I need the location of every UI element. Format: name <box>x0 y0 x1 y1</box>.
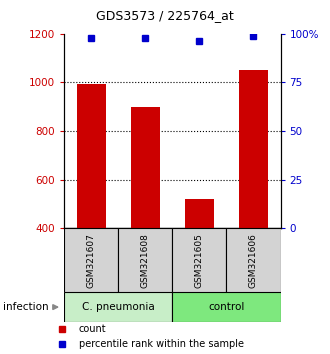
Bar <box>173 228 226 292</box>
Text: percentile rank within the sample: percentile rank within the sample <box>79 339 244 349</box>
Bar <box>77 84 106 228</box>
Text: GSM321606: GSM321606 <box>249 233 258 288</box>
Text: GSM321608: GSM321608 <box>141 233 150 288</box>
Text: control: control <box>208 302 245 312</box>
Text: count: count <box>79 324 106 334</box>
Bar <box>118 228 173 292</box>
Bar <box>226 228 280 292</box>
Bar <box>64 228 118 292</box>
Text: C. pneumonia: C. pneumonia <box>82 302 155 312</box>
Bar <box>184 199 214 228</box>
Text: GSM321607: GSM321607 <box>87 233 96 288</box>
Text: GSM321605: GSM321605 <box>195 233 204 288</box>
Bar <box>173 292 280 322</box>
Bar <box>239 70 268 228</box>
Text: infection: infection <box>3 302 49 312</box>
Bar <box>64 292 173 322</box>
Bar <box>131 107 160 228</box>
Text: GDS3573 / 225764_at: GDS3573 / 225764_at <box>96 10 234 22</box>
